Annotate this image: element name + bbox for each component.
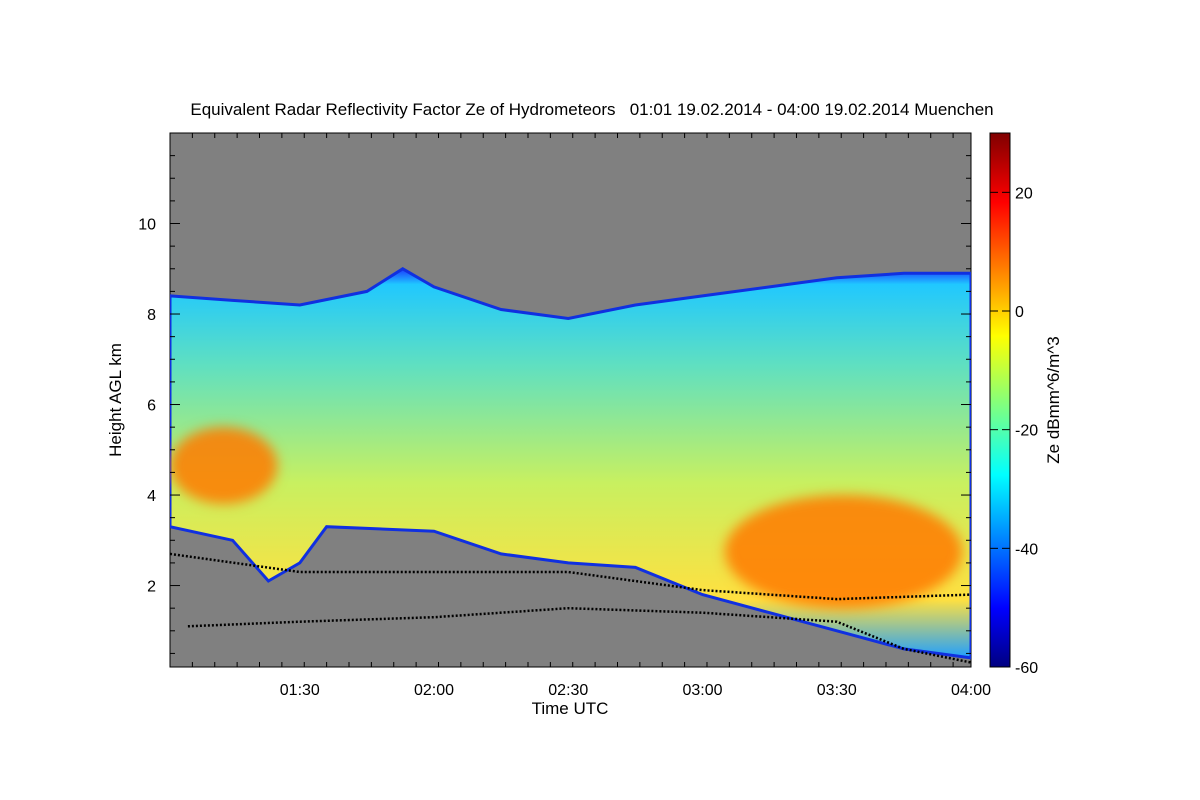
- dotted-lines: [170, 552, 971, 664]
- high-reflectivity-regions: [170, 427, 963, 609]
- colorbar-tick-label: 20: [1015, 185, 1033, 202]
- y-tick-label: 4: [147, 488, 156, 505]
- x-axis-label: Time UTC: [532, 699, 609, 718]
- x-tick-label: 02:30: [548, 682, 588, 699]
- y-tick-label: 2: [147, 579, 156, 596]
- dotted-line-lower: [187, 606, 971, 664]
- colorbar-tick-label: 0: [1015, 304, 1024, 321]
- colorbar-label: Ze dBmm^6/m^3: [1044, 336, 1063, 463]
- high-reflectivity-region: [170, 427, 278, 505]
- radar-echo-layer: [170, 267, 971, 660]
- chart-title: Equivalent Radar Reflectivity Factor Ze …: [190, 100, 993, 119]
- colorbar-tick-label: -40: [1015, 541, 1038, 558]
- y-tick-label: 8: [147, 307, 156, 324]
- x-tick-label: 03:00: [682, 682, 722, 699]
- x-axis-ticks: 01:30 02:00 02:30 03:00 03:30 04:00: [169, 133, 991, 699]
- x-tick-label: 03:30: [817, 682, 857, 699]
- high-reflectivity-region: [724, 494, 963, 609]
- x-tick-label: 04:00: [951, 682, 991, 699]
- x-tick-label: 02:00: [414, 682, 454, 699]
- x-tick-label: 01:30: [280, 682, 320, 699]
- y-tick-label: 6: [147, 398, 156, 415]
- y-axis-ticks: 2 4 6 8 10: [138, 132, 971, 654]
- dotted-line-upper: [170, 552, 971, 601]
- colorbar-tick-label: -20: [1015, 423, 1038, 440]
- y-axis-label: Height AGL km: [106, 343, 125, 457]
- y-tick-label: 10: [138, 217, 156, 234]
- colorbar-ticks: 20 0 -20 -40 -60: [990, 185, 1038, 677]
- colorbar-tick-label: -60: [1015, 660, 1038, 677]
- colorbar: [989, 132, 1011, 668]
